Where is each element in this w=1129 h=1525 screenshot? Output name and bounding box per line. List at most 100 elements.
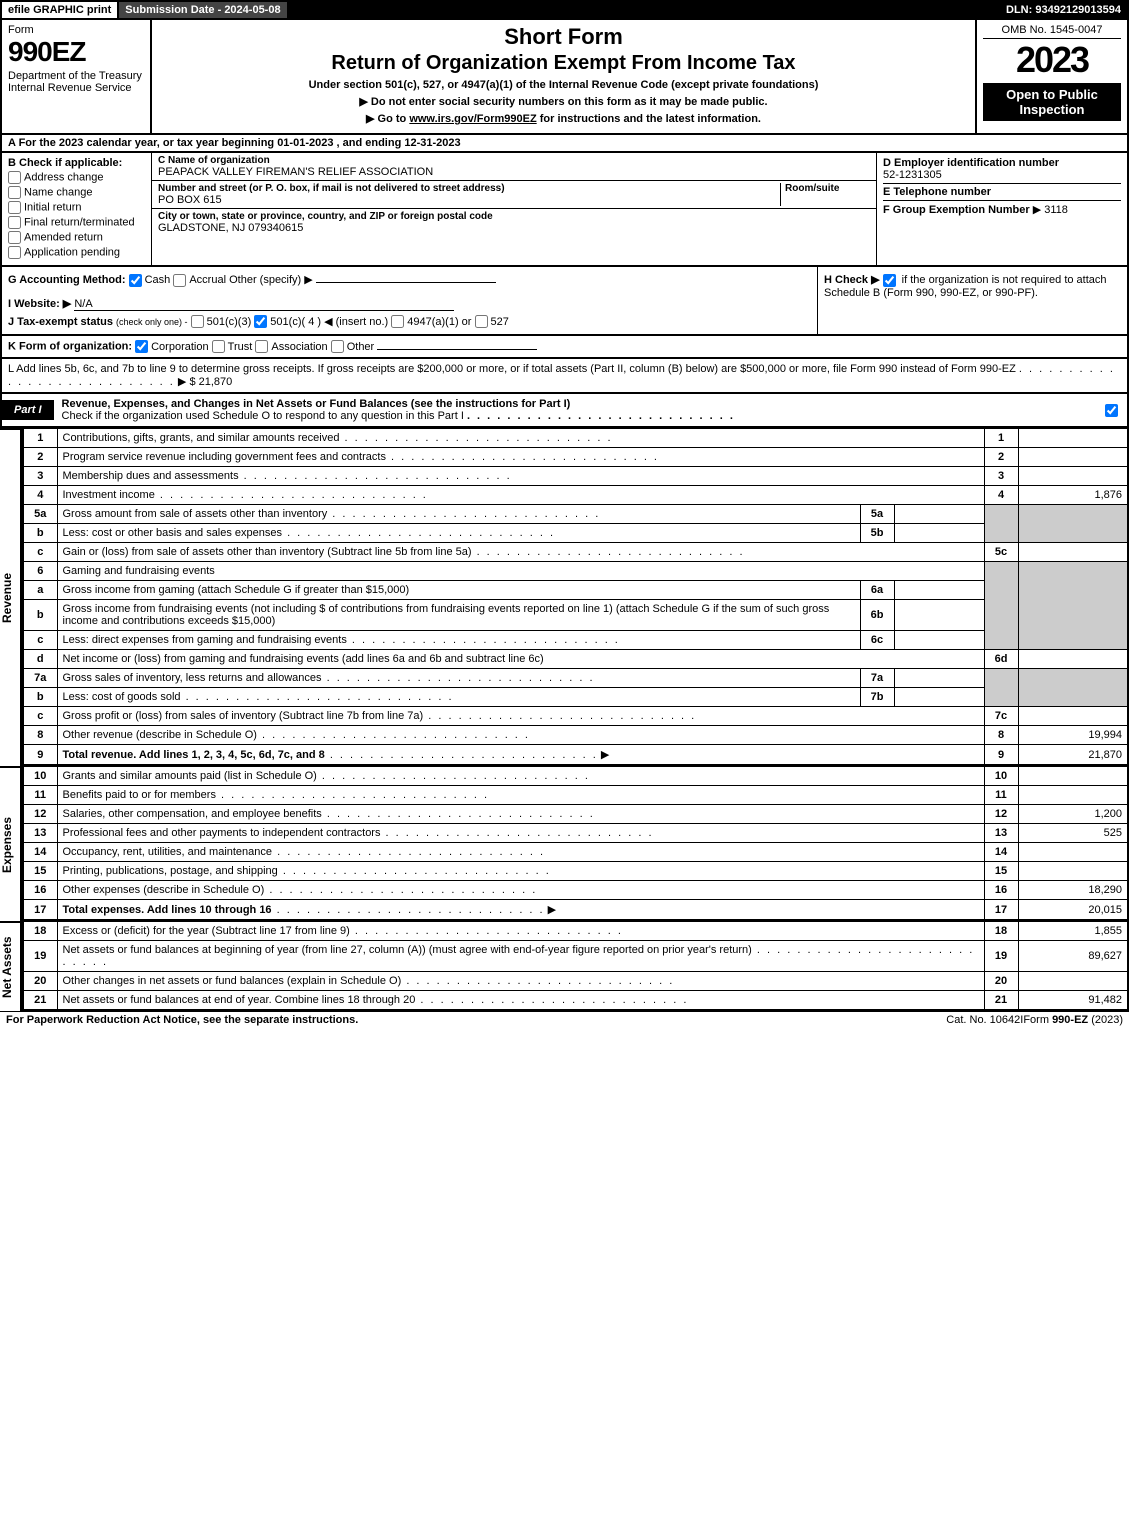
k-corporation[interactable]: Corporation (135, 341, 208, 353)
line-18-rnum: 18 (984, 922, 1018, 941)
omb-number: OMB No. 1545-0047 (983, 24, 1121, 39)
line-15-desc: Printing, publications, postage, and shi… (63, 865, 278, 877)
line-7c-rnum: 7c (984, 707, 1018, 726)
line-2: 2 Program service revenue including gover… (23, 448, 1128, 467)
line-5c-desc: Gain or (loss) from sale of assets other… (63, 546, 472, 558)
chk-amended-return-label: Amended return (24, 231, 103, 243)
j-note: (check only one) - (116, 317, 188, 327)
line-10: 10Grants and similar amounts paid (list … (23, 767, 1128, 786)
k-association-label: Association (271, 341, 327, 353)
org-city: GLADSTONE, NJ 079340615 (158, 222, 870, 234)
chk-address-change[interactable]: Address change (8, 171, 145, 184)
sub3-post: for instructions and the latest informat… (537, 113, 761, 125)
line-7c-desc: Gross profit or (loss) from sales of inv… (63, 710, 424, 722)
line-6a-num: a (23, 581, 57, 600)
line-5a: 5aGross amount from sale of assets other… (23, 505, 1128, 524)
line-5-grey-v (1018, 505, 1128, 543)
chk-name-change[interactable]: Name change (8, 186, 145, 199)
j-4947[interactable]: 4947(a)(1) or (391, 316, 471, 328)
line-19: 19Net assets or fund balances at beginni… (23, 941, 1128, 972)
line-9-rnum: 9 (984, 745, 1018, 766)
line-2-desc: Program service revenue including govern… (63, 451, 386, 463)
chk-initial-return[interactable]: Initial return (8, 201, 145, 214)
chk-application-pending[interactable]: Application pending (8, 246, 145, 259)
line-16: 16Other expenses (describe in Schedule O… (23, 881, 1128, 900)
line-8: 8Other revenue (describe in Schedule O)8… (23, 726, 1128, 745)
line-5b-sa: 5b (860, 524, 894, 543)
f-label: F Group Exemption Number (883, 204, 1030, 216)
j-527[interactable]: 527 (475, 316, 509, 328)
revenue-side-label: Revenue (0, 428, 22, 766)
subtitle-3: ▶ Go to www.irs.gov/Form990EZ for instru… (160, 112, 967, 125)
g-cash[interactable]: Cash (129, 274, 171, 286)
line-11: 11Benefits paid to or for members11 (23, 786, 1128, 805)
efile-print-link[interactable]: efile GRAPHIC print (2, 2, 119, 18)
line-6b-desc: Gross income from fundraising events (no… (63, 603, 830, 627)
j-4947-label: 4947(a)(1) or (407, 316, 471, 328)
line-7a-sa: 7a (860, 669, 894, 688)
website-value: N/A (74, 298, 454, 311)
line-20-rnum: 20 (984, 972, 1018, 991)
line-21-num: 21 (23, 991, 57, 1011)
part1-schedule-o-check[interactable] (1105, 404, 1118, 417)
c-address-row: Number and street (or P. O. box, if mail… (152, 181, 876, 209)
line-2-rnum: 2 (984, 448, 1018, 467)
line-15-rnum: 15 (984, 862, 1018, 881)
line-6a-sa: 6a (860, 581, 894, 600)
line-8-num: 8 (23, 726, 57, 745)
footer-center: Cat. No. 10642I (946, 1014, 1023, 1026)
line-6d-rnum: 6d (984, 650, 1018, 669)
line-21-val: 91,482 (1018, 991, 1128, 1011)
line-13-desc: Professional fees and other payments to … (63, 827, 381, 839)
c-name-row: C Name of organization PEAPACK VALLEY FI… (152, 153, 876, 181)
line-5b: bLess: cost or other basis and sales exp… (23, 524, 1128, 543)
line-6d-desc: Net income or (loss) from gaming and fun… (63, 653, 544, 665)
j-501c[interactable]: 501(c)( 4 ) ◀ (insert no.) (254, 316, 388, 328)
line-16-num: 16 (23, 881, 57, 900)
line-4-rnum: 4 (984, 486, 1018, 505)
net-assets-section: Net Assets 18Excess or (deficit) for the… (0, 921, 1129, 1011)
line-7c: cGross profit or (loss) from sales of in… (23, 707, 1128, 726)
line-5c: cGain or (loss) from sale of assets othe… (23, 543, 1128, 562)
g-accrual[interactable]: Accrual (173, 274, 226, 286)
line-6d-num: d (23, 650, 57, 669)
line-5c-rnum: 5c (984, 543, 1018, 562)
chk-final-return-label: Final return/terminated (24, 216, 135, 228)
line-12-desc: Salaries, other compensation, and employ… (63, 808, 322, 820)
k-other[interactable]: Other (331, 341, 375, 353)
h-label: H Check ▶ (824, 274, 880, 286)
footer-right-post: (2023) (1088, 1014, 1123, 1026)
line-14-num: 14 (23, 843, 57, 862)
chk-amended-return[interactable]: Amended return (8, 231, 145, 244)
line-16-rnum: 16 (984, 881, 1018, 900)
h-checkbox[interactable] (883, 274, 896, 287)
chk-final-return[interactable]: Final return/terminated (8, 216, 145, 229)
line-7b-sv (894, 688, 984, 707)
line-5c-val (1018, 543, 1128, 562)
line-6b-num: b (23, 600, 57, 631)
k-association[interactable]: Association (255, 341, 327, 353)
line-14-val (1018, 843, 1128, 862)
line-18-val: 1,855 (1018, 922, 1128, 941)
k-other-label: Other (347, 341, 375, 353)
line-1-rnum: 1 (984, 429, 1018, 448)
line-10-num: 10 (23, 767, 57, 786)
line-2-num: 2 (23, 448, 57, 467)
line-6-desc: Gaming and fundraising events (57, 562, 984, 581)
line-9-num: 9 (23, 745, 57, 766)
line-14: 14Occupancy, rent, utilities, and mainte… (23, 843, 1128, 862)
line-9-val: 21,870 (1018, 745, 1128, 766)
k-trust[interactable]: Trust (212, 341, 253, 353)
line-5b-sv (894, 524, 984, 543)
line-19-desc: Net assets or fund balances at beginning… (63, 944, 752, 956)
line-20: 20Other changes in net assets or fund ba… (23, 972, 1128, 991)
page-footer: For Paperwork Reduction Act Notice, see … (0, 1011, 1129, 1028)
j-501c3[interactable]: 501(c)(3) (191, 316, 252, 328)
revenue-table: 1Contributions, gifts, grants, and simil… (22, 428, 1129, 766)
col-c-org-info: C Name of organization PEAPACK VALLEY FI… (152, 153, 877, 265)
line-9: 9Total revenue. Add lines 1, 2, 3, 4, 5c… (23, 745, 1128, 766)
j-501c3-label: 501(c)(3) (207, 316, 252, 328)
irs-link[interactable]: www.irs.gov/Form990EZ (409, 113, 536, 125)
k-corporation-label: Corporation (151, 341, 208, 353)
chk-name-change-label: Name change (24, 186, 93, 198)
